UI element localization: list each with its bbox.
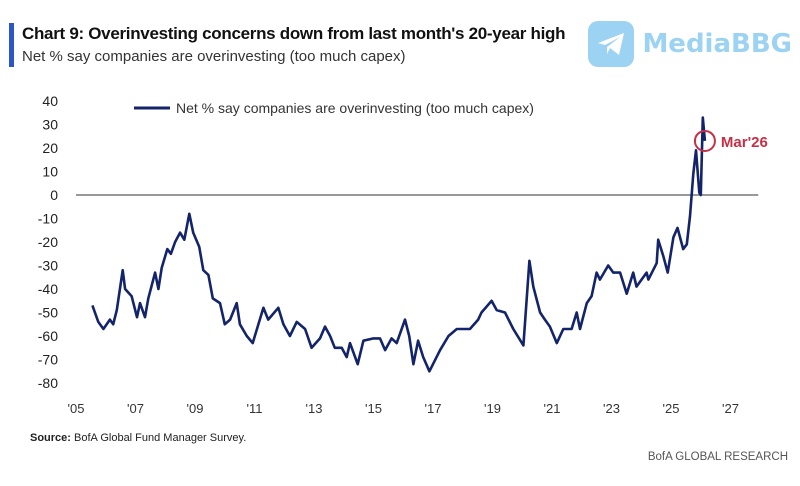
- series-group: [91, 116, 707, 373]
- x-tick-label: '17: [425, 401, 442, 416]
- chart-subtitle: Net % say companies are overinvesting (t…: [22, 48, 406, 65]
- y-tick-label: -60: [38, 328, 58, 344]
- watermark-text: MediaBBG: [642, 29, 792, 59]
- annotation-circle: [693, 129, 716, 152]
- legend-label: Net % say companies are overinvesting (t…: [176, 100, 534, 116]
- telegram-plane-icon: [588, 21, 635, 67]
- y-tick-label: -10: [38, 211, 58, 227]
- watermark-logo: MediaBBG: [588, 20, 792, 68]
- x-tick-label: '09: [187, 401, 204, 416]
- source-label: Source:: [30, 432, 71, 444]
- x-tick-label: '13: [306, 401, 323, 416]
- x-tick-label: '15: [365, 401, 382, 416]
- y-tick-label: -20: [38, 234, 58, 250]
- y-tick-label: -70: [38, 352, 58, 368]
- y-tick-label: -50: [38, 305, 58, 321]
- x-axis-ticks: '05 '07 '09 '11 '13 '15 '17 '19 '21 '23 '25 '27: [68, 401, 739, 416]
- y-tick-label: 0: [50, 187, 58, 203]
- y-tick-label: -40: [38, 281, 58, 297]
- y-tick-label: 30: [42, 117, 58, 133]
- y-axis-ticks: 40 30 20 10 0 -10 -20 -30 -40 -50 -60 -70 -80: [38, 93, 58, 391]
- annotation-group: Mar'26: [693, 129, 768, 152]
- annotation-label: Mar'26: [721, 134, 768, 151]
- source-text: BofA Global Fund Manager Survey.: [74, 432, 247, 444]
- series-line: [91, 116, 707, 373]
- y-tick-label: 20: [42, 140, 58, 156]
- title-accent-bar: [9, 23, 14, 67]
- x-tick-label: '11: [247, 401, 263, 416]
- y-tick-label: 10: [42, 164, 58, 180]
- y-tick-label: -30: [38, 258, 58, 274]
- x-tick-label: '05: [68, 401, 85, 416]
- y-tick-label: 40: [42, 93, 58, 109]
- x-tick-label: '21: [544, 401, 561, 416]
- x-tick-label: '25: [663, 401, 680, 416]
- legend: Net % say companies are overinvesting (t…: [134, 100, 534, 116]
- source-note: Source: BofA Global Fund Manager Survey.: [30, 432, 246, 444]
- x-tick-label: '27: [722, 401, 739, 416]
- chart-title: Chart 9: Overinvesting concerns down fro…: [22, 24, 566, 43]
- x-tick-label: '23: [603, 401, 620, 416]
- y-tick-label: -80: [38, 375, 58, 391]
- x-tick-label: '19: [484, 401, 501, 416]
- brand-footer: BofA GLOBAL RESEARCH: [647, 451, 788, 463]
- x-tick-label: '07: [127, 401, 144, 416]
